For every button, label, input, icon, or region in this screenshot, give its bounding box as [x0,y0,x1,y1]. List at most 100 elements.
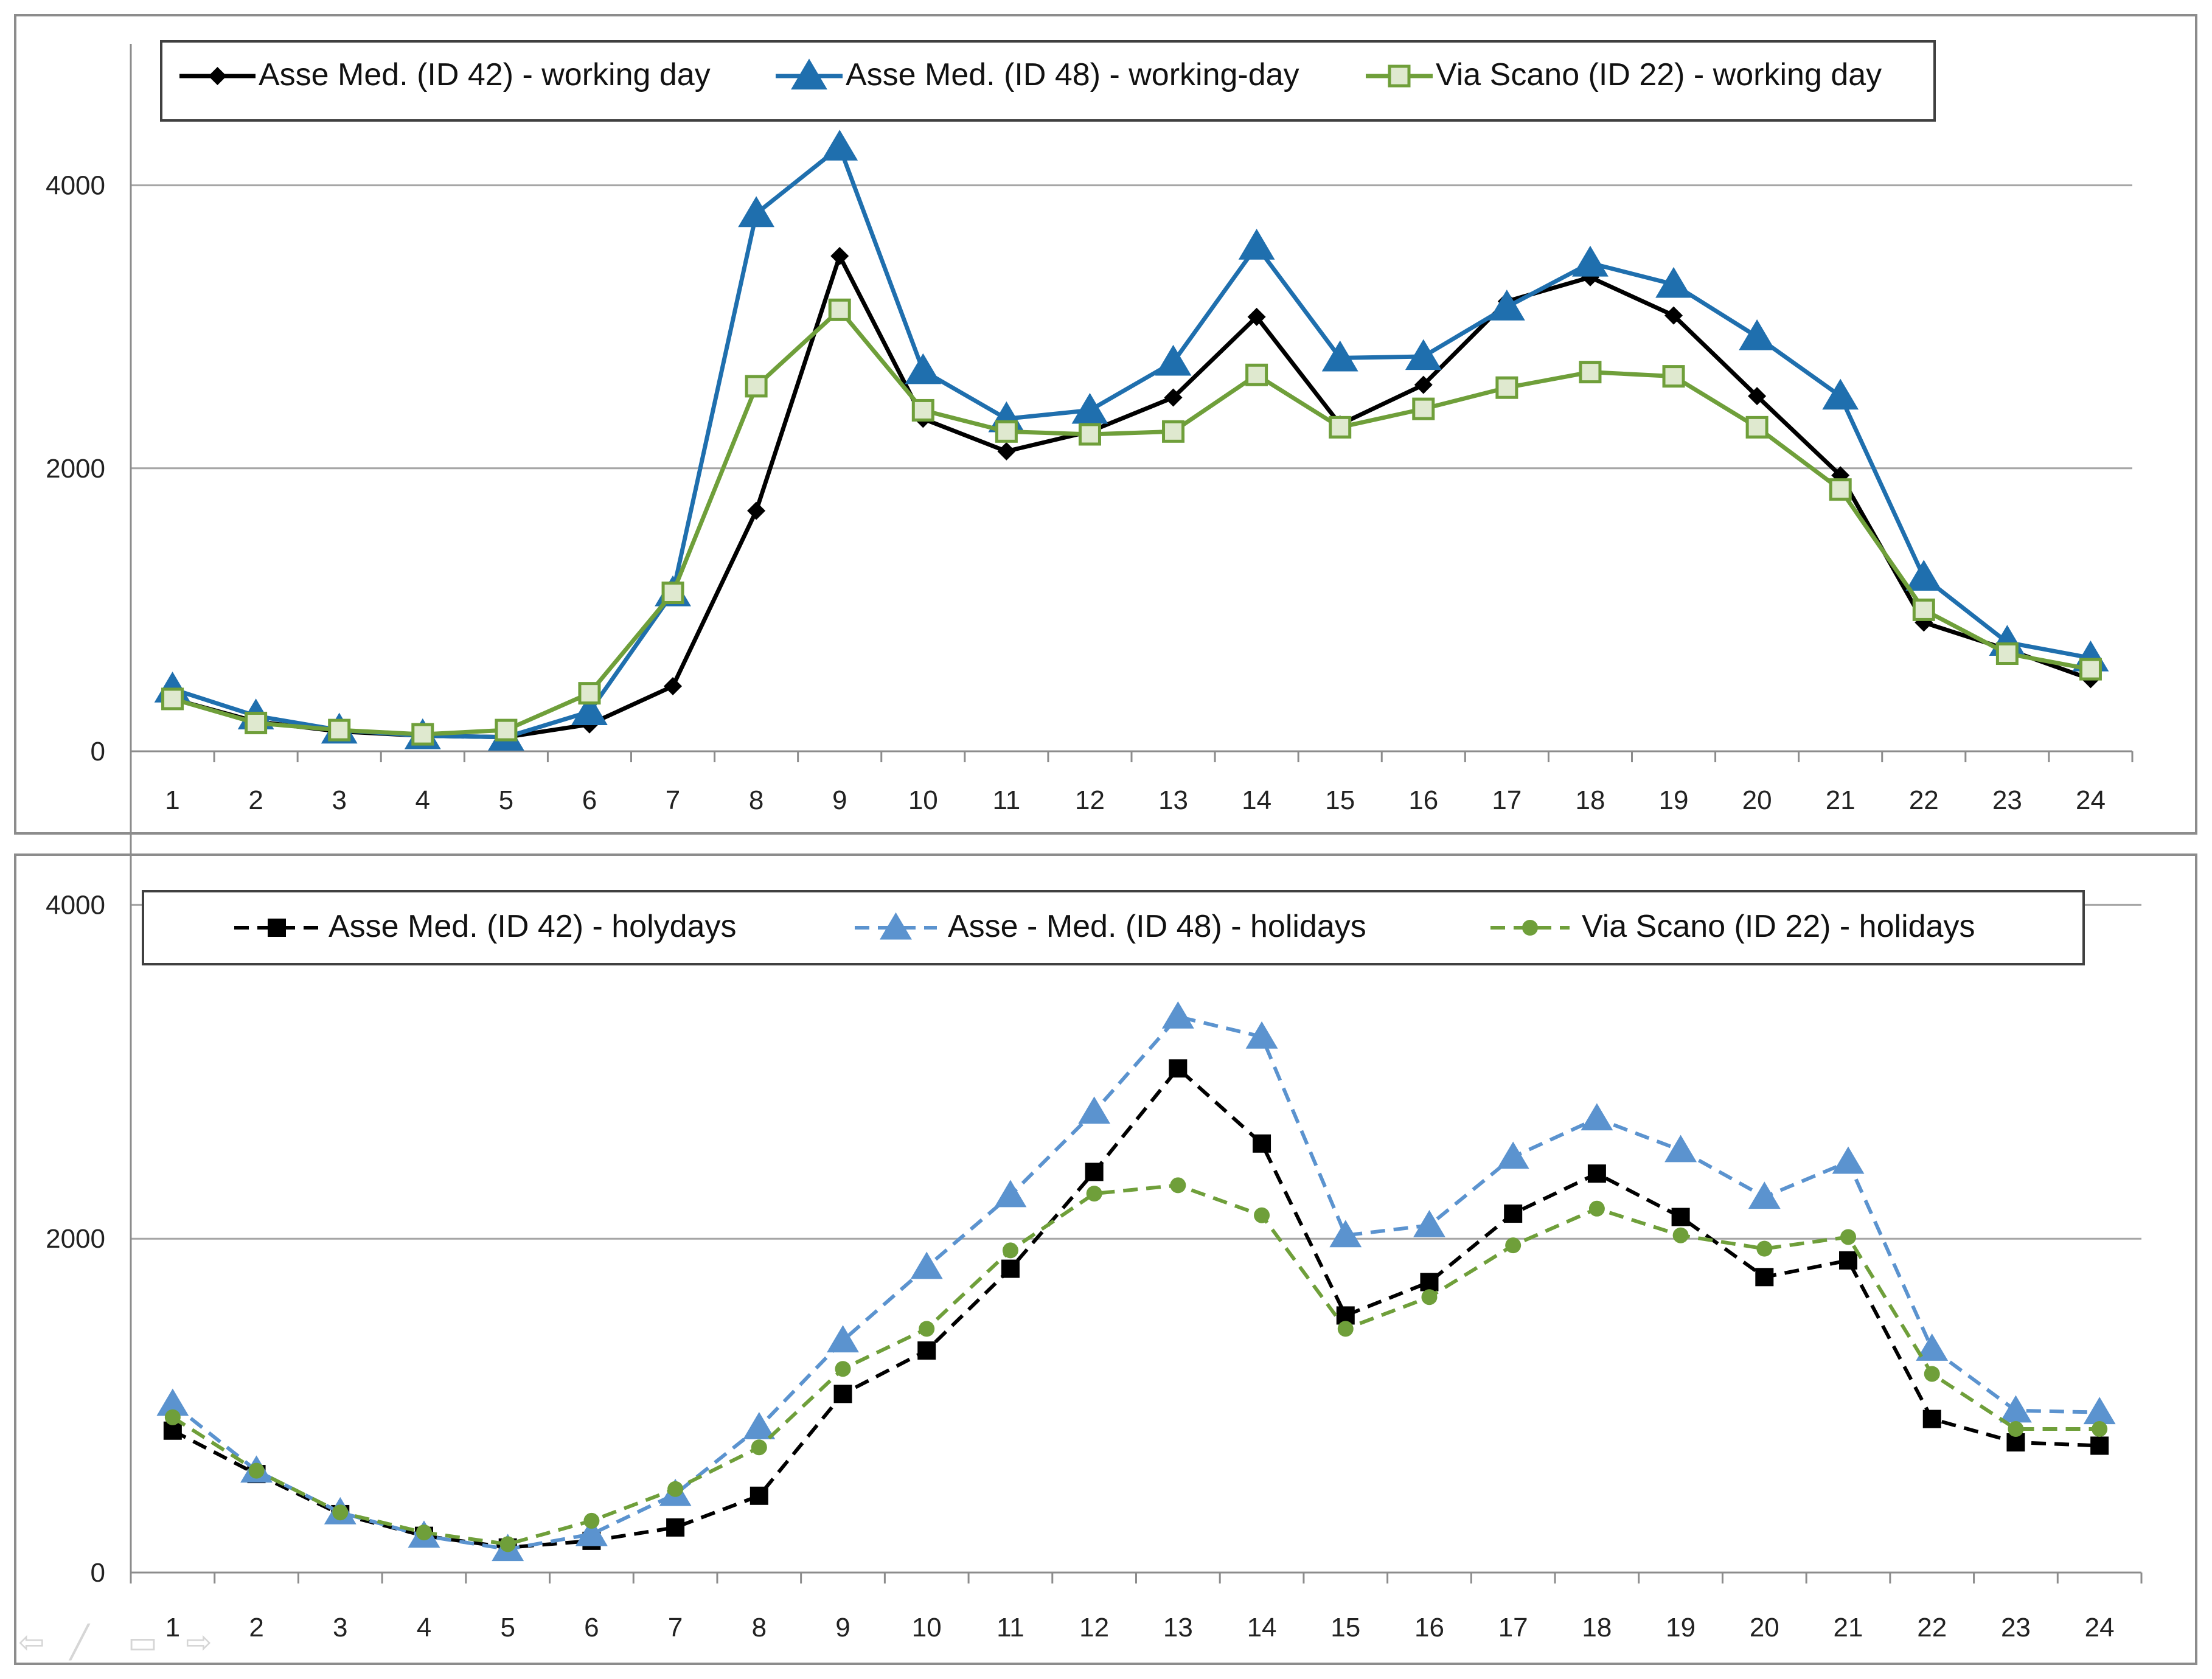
data-point [1085,1163,1104,1181]
data-point [1245,1021,1278,1049]
pen-icon[interactable]: ╱ [70,1624,89,1661]
data-point [751,1439,767,1456]
series-3 [164,1177,2108,1552]
slide-prev-icon[interactable]: ⇦ [18,1624,45,1661]
data-point [745,375,768,398]
x-tick-label: 18 [1575,785,1605,815]
data-point [1579,361,1602,384]
data-point [499,1536,516,1552]
data-point [1155,344,1192,376]
data-point [1321,340,1358,372]
y-tick-label: 2000 [46,454,105,484]
legend-marker [791,58,827,90]
x-tick-label: 5 [500,1613,515,1642]
x-tick-label: 13 [1163,1613,1193,1642]
data-point [416,1524,432,1541]
x-tick-label: 2 [248,785,263,815]
data-point [156,1388,189,1416]
legend-label: Asse Med. (ID 42) - holydays [329,909,736,944]
data-point [1247,307,1266,326]
data-point [161,687,184,711]
data-point [1832,1146,1865,1174]
x-tick-label: 15 [1325,785,1355,815]
data-point [2008,1421,2024,1437]
data-point [828,298,851,321]
x-tick-label: 14 [1242,785,1271,815]
legend-box [142,890,2085,965]
series-3 [161,298,2102,746]
data-point [1671,1208,1690,1226]
data-point [1002,1242,1018,1259]
x-tick-label: 18 [1582,1613,1612,1642]
data-point [248,1462,265,1479]
data-point [911,398,934,422]
data-point [994,1180,1027,1208]
data-point [1253,1134,1271,1153]
x-tick-label: 23 [1992,785,2022,815]
data-point [1161,1001,1194,1029]
data-point [995,420,1018,443]
data-point [1905,560,1942,591]
x-tick-label: 14 [1247,1613,1277,1642]
data-point [1755,1268,1774,1287]
data-point [2090,1436,2109,1455]
slide-menu-icon[interactable]: ▭ [128,1624,158,1661]
data-point [1672,1227,1689,1243]
x-tick-label: 22 [1909,785,1939,815]
data-point [1337,1321,1354,1337]
x-tick-label: 17 [1498,1613,1528,1642]
data-point [1078,423,1101,446]
legend-marker [1388,64,1411,88]
data-point [1995,642,2019,666]
data-point [571,694,608,725]
legend-marker [880,912,912,940]
x-tick-label: 24 [2076,785,2106,815]
data-point [1169,1059,1188,1078]
y-tick-label: 4000 [46,171,105,201]
data-point [1739,319,1776,350]
y-tick-label: 0 [91,737,105,766]
data-point [1655,266,1692,298]
data-point [2092,1421,2108,1437]
legend-label: Asse - Med. (ID 48) - holidays [948,909,1366,944]
data-point [1413,1209,1445,1237]
data-point [1839,1251,1858,1270]
slide-next-icon[interactable]: ⇨ [186,1624,212,1661]
x-tick-label: 11 [993,785,1021,815]
data-point [830,246,849,265]
data-point [905,353,942,384]
data-point [1581,1103,1613,1131]
series-line [171,1015,2100,1551]
x-tick-label: 6 [584,1613,599,1642]
data-point [1912,598,1935,621]
x-tick-label: 24 [2085,1613,2115,1642]
data-point [1078,1096,1111,1124]
x-tick-label: 10 [912,1613,942,1642]
data-point [1664,1135,1697,1163]
data-point [1420,1273,1439,1291]
data-point [1245,363,1268,386]
data-point [2079,658,2102,681]
x-tick-label: 8 [752,1613,767,1642]
x-tick-label: 23 [2001,1613,2031,1642]
data-point [1488,290,1525,321]
legend-marker [268,919,286,937]
x-tick-label: 12 [1075,785,1105,815]
x-tick-label: 21 [1826,785,1856,815]
data-point [1822,378,1859,410]
data-point [1505,1237,1522,1254]
data-point [164,1409,181,1425]
legend-marker [1522,920,1538,936]
data-point [917,1341,936,1360]
x-tick-label: 3 [332,785,346,815]
data-point [1329,1220,1362,1248]
data-point [1071,392,1108,424]
y-tick-label: 2000 [46,1224,105,1254]
data-point [750,1486,768,1505]
x-tick-label: 22 [1917,1613,1947,1642]
x-tick-label: 1 [165,1613,180,1642]
data-point [1572,245,1609,277]
data-point [1405,339,1442,370]
